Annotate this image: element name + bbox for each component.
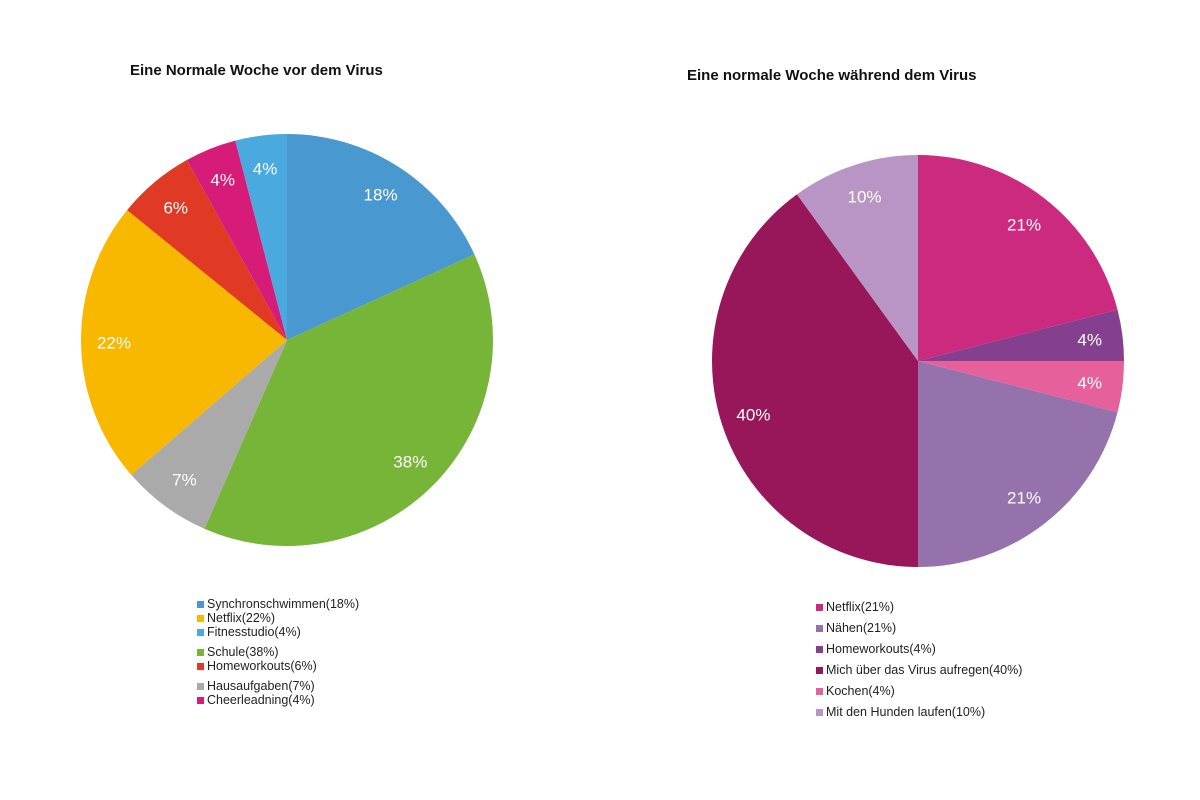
- legend-label: Schule(38%): [207, 645, 279, 659]
- legend-swatch: [816, 603, 823, 611]
- pie-slice-cheerleadning: [186, 140, 287, 340]
- data-label: 4%: [210, 170, 235, 189]
- data-label: 21%: [1007, 489, 1041, 508]
- pie-slice-netflix: [918, 155, 1118, 361]
- legend-label: Nähen(21%): [826, 621, 897, 635]
- legend-item: Netflix(22%): [197, 611, 359, 625]
- pie-slice-mich-über-das-virus-aufregen: [712, 194, 918, 567]
- legend-label: Netflix(22%): [207, 611, 276, 625]
- pie-slice-fitnesstudio: [235, 134, 287, 340]
- legend-swatch: [197, 662, 204, 670]
- data-label: 4%: [1077, 374, 1102, 393]
- data-label: 18%: [364, 185, 398, 204]
- legend-item: Mich über das Virus aufregen(40%): [816, 663, 1022, 677]
- legend-swatch: [816, 708, 823, 716]
- pie-slice-schule: [204, 254, 493, 547]
- legend-swatch: [816, 624, 823, 632]
- legend-item: Kochen(4%): [816, 684, 1022, 698]
- data-label: 4%: [253, 159, 278, 178]
- legend-during: Netflix(21%) Nähen(21%) Homeworkouts(4%) Mi…: [816, 600, 1022, 719]
- legend-label: Homeworkouts(6%): [207, 659, 317, 673]
- legend-label: Fitnesstudio(4%): [207, 625, 301, 639]
- legend-label: Mich über das Virus aufregen(40%): [826, 663, 1023, 677]
- legend-swatch: [197, 628, 204, 636]
- data-label: 4%: [1077, 330, 1102, 349]
- pie-slice-hausaufgaben: [131, 340, 287, 529]
- legend-item: Homeworkouts(4%): [816, 642, 1022, 656]
- legend-item: Synchronschwimmen(18%): [197, 597, 359, 611]
- legend-swatch: [816, 666, 823, 674]
- legend-label: Netflix(21%): [826, 600, 895, 614]
- pie-slice-homeworkouts: [127, 159, 287, 340]
- legend-swatch: [816, 645, 823, 653]
- legend-swatch: [197, 682, 204, 690]
- data-label: 21%: [1007, 215, 1041, 234]
- chart-title-during: Eine normale Woche während dem Virus: [687, 67, 977, 84]
- legend-swatch: [197, 600, 204, 608]
- chart-title-before: Eine Normale Woche vor dem Virus: [130, 62, 383, 79]
- legend-item: Cheerleadning(4%): [197, 693, 359, 707]
- data-label: 7%: [172, 470, 197, 489]
- legend-item: Homeworkouts(6%): [197, 659, 359, 673]
- data-label: 10%: [848, 187, 882, 206]
- legend-label: Cheerleadning(4%): [207, 693, 315, 707]
- data-label: 38%: [393, 452, 427, 471]
- pie-slice-homeworkouts: [918, 309, 1124, 361]
- legend-label: Kochen(4%): [826, 684, 895, 698]
- pie-slice-mit-den-hunden-laufen: [796, 155, 918, 361]
- legend-label: Hausaufgaben(7%): [207, 679, 315, 693]
- legend-item: Nähen(21%): [816, 621, 1022, 635]
- legend-label: Synchronschwimmen(18%): [207, 597, 360, 611]
- pie-slice-synchronschwimmen: [287, 134, 475, 340]
- legend-before: Synchronschwimmen(18%) Netflix(22%) Fitnes…: [197, 597, 359, 707]
- pie-slice-netflix: [80, 210, 287, 475]
- legend-label: Homeworkouts(4%): [826, 642, 936, 656]
- pie-slice-kochen: [918, 361, 1124, 413]
- legend-item: Netflix(21%): [816, 600, 1022, 614]
- legend-item: Mit den Hunden laufen(10%): [816, 705, 1022, 719]
- legend-swatch: [197, 696, 204, 704]
- data-label: 40%: [736, 405, 770, 424]
- legend-item: Schule(38%): [197, 645, 359, 659]
- data-label: 6%: [163, 198, 188, 217]
- legend-swatch: [816, 687, 823, 695]
- pie-slice-nähen: [918, 361, 1118, 567]
- legend-item: Hausaufgaben(7%): [197, 679, 359, 693]
- legend-label: Mit den Hunden laufen(10%): [826, 705, 986, 719]
- legend-swatch: [197, 614, 204, 622]
- legend-item: Fitnesstudio(4%): [197, 625, 359, 639]
- data-label: 22%: [97, 334, 131, 353]
- legend-swatch: [197, 648, 204, 656]
